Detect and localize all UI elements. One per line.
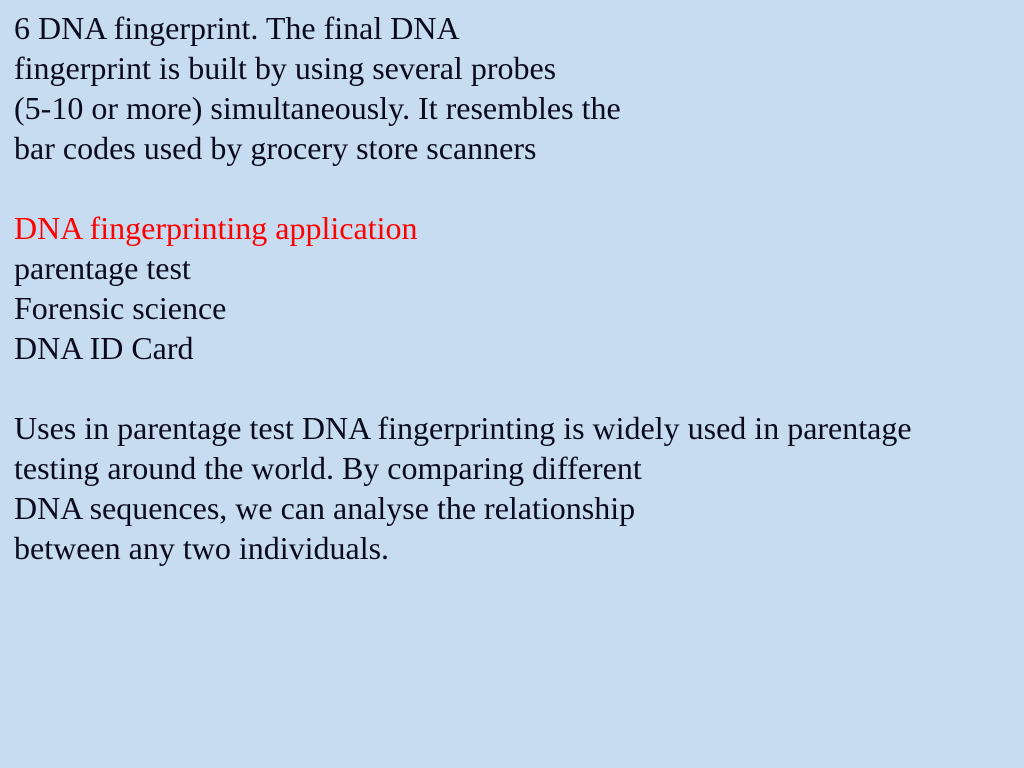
- para2-line1: Uses in parentage test DNA fingerprintin…: [14, 408, 1010, 448]
- spacer: [14, 368, 1010, 408]
- para2-line4: between any two individuals.: [14, 528, 1010, 568]
- para2-line2: testing around the world. By comparing d…: [14, 448, 1010, 488]
- spacer: [14, 168, 1010, 208]
- para1-line2: fingerprint is built by using several pr…: [14, 48, 1010, 88]
- list-item-1: parentage test: [14, 248, 1010, 288]
- para2-line3: DNA sequences, we can analyse the relati…: [14, 488, 1010, 528]
- para1-line4: bar codes used by grocery store scanners: [14, 128, 1010, 168]
- list-item-3: DNA ID Card: [14, 328, 1010, 368]
- para1-line1: 6 DNA fingerprint. The final DNA: [14, 8, 1010, 48]
- section-heading: DNA fingerprinting application: [14, 208, 1010, 248]
- para1-line3: (5-10 or more) simultaneously. It resemb…: [14, 88, 1010, 128]
- list-item-2: Forensic science: [14, 288, 1010, 328]
- slide-container: 6 DNA fingerprint. The final DNA fingerp…: [0, 0, 1024, 768]
